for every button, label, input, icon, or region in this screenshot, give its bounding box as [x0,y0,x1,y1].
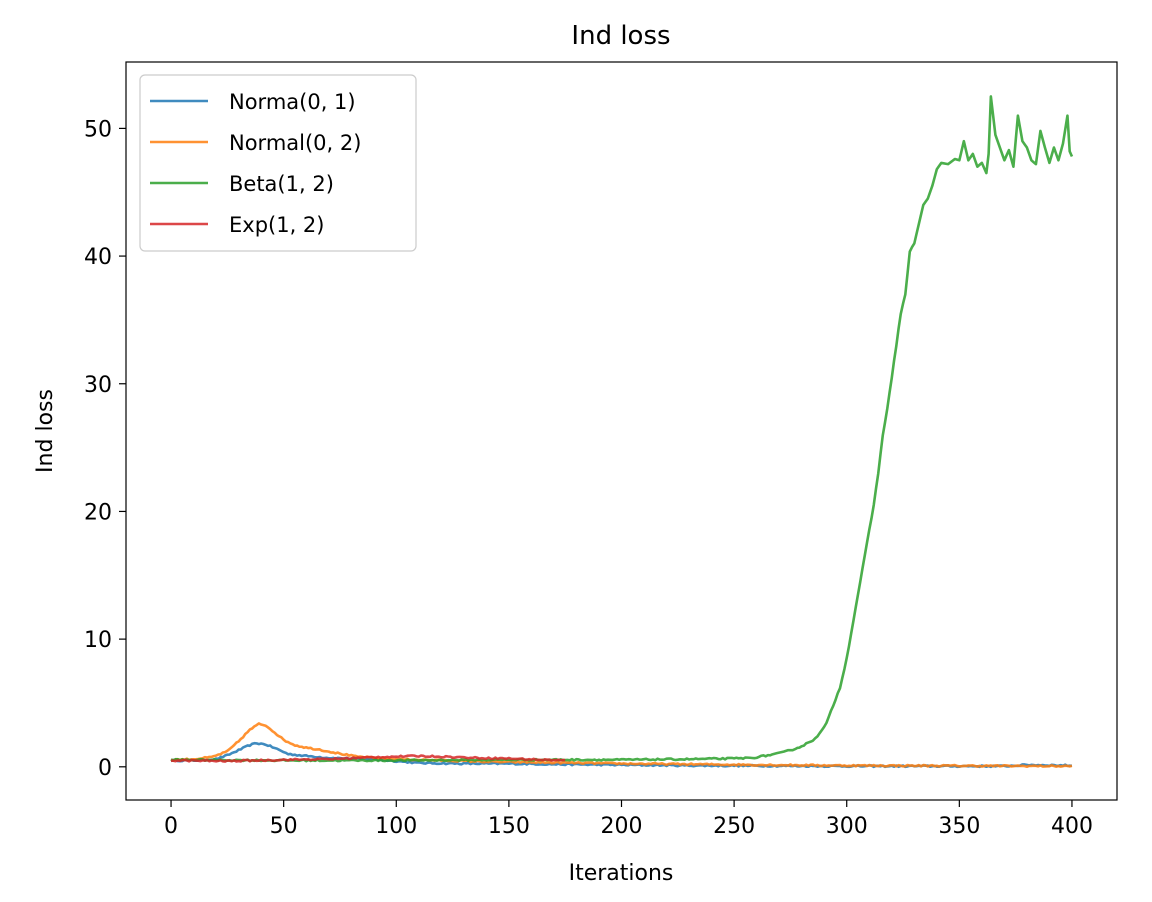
legend-label-3: Beta(1, 2) [229,172,334,196]
x-tick-label: 50 [270,814,298,839]
y-tick-label: 40 [84,245,112,270]
legend: Norma(0, 1) Normal(0, 2) Beta(1, 2) Exp(1, … [139,74,417,252]
x-tick-label: 350 [938,814,980,839]
y-tick-label: 0 [98,756,112,781]
legend-label-1: Norma(0, 1) [229,90,356,114]
y-axis-label: Ind loss [33,389,58,473]
y-tick-label: 30 [84,373,112,398]
x-tick-label: 150 [488,814,530,839]
legend-label-4: Exp(1, 2) [229,213,324,237]
y-tick-label: 50 [84,117,112,142]
x-tick-label: 200 [601,814,643,839]
series-layer [170,95,1074,769]
series-line-3 [170,95,1074,763]
x-tick-label: 400 [1051,814,1093,839]
y-axis: 0 10 20 30 40 50 [84,117,126,781]
x-tick-label: 0 [164,814,178,839]
series-line-2 [170,722,1073,769]
legend-box [139,74,417,252]
chart-title: Ind loss [571,21,670,51]
x-axis: 0 50 100 150 200 250 300 350 400 [164,800,1093,839]
y-tick-label: 10 [84,628,112,653]
x-tick-label: 100 [375,814,417,839]
legend-label-2: Normal(0, 2) [229,131,361,155]
x-tick-label: 250 [713,814,755,839]
x-axis-label: Iterations [569,861,674,886]
series-line-4 [171,754,566,763]
y-tick-label: 20 [84,500,112,525]
x-tick-label: 300 [826,814,868,839]
